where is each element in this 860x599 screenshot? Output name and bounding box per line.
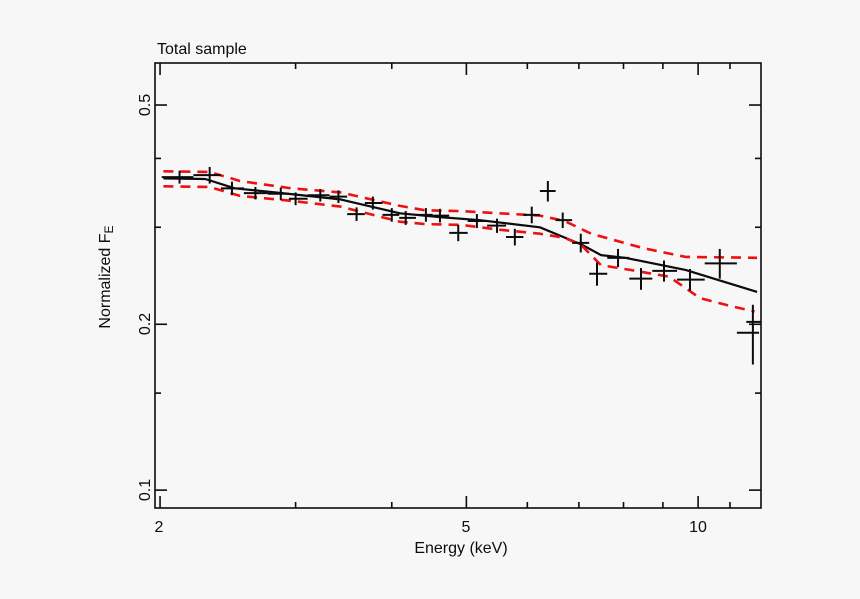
x-tick-label-10: 10 [689,519,707,536]
x-tick-label-5: 5 [462,519,471,536]
plot-title: Total sample [157,41,247,58]
plot-frame [154,62,762,509]
x-tick-label-2: 2 [155,519,164,536]
y-tick-label-0.2: 0.2 [137,313,154,335]
x-axis-label: Energy (keV) [414,540,507,557]
y-tick-label-0.5: 0.5 [137,94,154,116]
upper-confidence-bound [163,170,758,260]
lower-confidence-bound [163,185,755,313]
y-axis-label: Normalized FE [97,225,116,328]
y-tick-label-0.1: 0.1 [137,479,154,501]
model-line [163,177,758,293]
y-axis-label-main: Normalized F [97,233,114,328]
plot-layer [154,62,762,509]
y-axis-label-subscript: E [102,225,116,233]
